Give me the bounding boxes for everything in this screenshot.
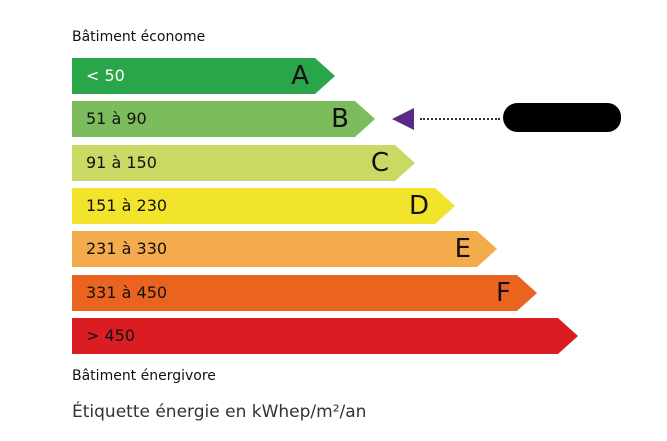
class-range: > 450 <box>86 326 136 345</box>
class-letter: E <box>454 234 471 264</box>
bar-tip <box>477 231 497 267</box>
bar-tip <box>517 275 537 311</box>
class-range: 151 à 230 <box>86 196 168 215</box>
class-range: 331 à 450 <box>86 283 168 302</box>
energy-class-bar-e: 231 à 330 E <box>72 231 497 267</box>
class-range: 231 à 330 <box>86 239 168 258</box>
bar-tip <box>315 58 335 94</box>
bar-body: 51 à 90 B <box>72 101 355 137</box>
dotted-leader-line <box>420 118 500 120</box>
energy-class-bar-f: 331 à 450 F <box>72 275 537 311</box>
bar-body: 91 à 150 C <box>72 145 395 181</box>
bar-body: 151 à 230 D <box>72 188 435 224</box>
energy-class-bar-b: 51 à 90 B <box>72 101 375 137</box>
bar-body: 231 à 330 E <box>72 231 477 267</box>
bottom-label: Bâtiment énergivore <box>72 368 216 384</box>
bar-body: < 50 A <box>72 58 315 94</box>
top-label: Bâtiment économe <box>72 29 206 45</box>
bar-body: 331 à 450 F <box>72 275 517 311</box>
bar-tip <box>435 188 455 224</box>
bar-tip <box>395 145 415 181</box>
class-letter: C <box>370 148 389 178</box>
class-letter: F <box>496 278 511 308</box>
current-rating-arrow-icon <box>392 108 414 130</box>
bar-tip <box>355 101 375 137</box>
energy-class-bar-c: 91 à 150 C <box>72 145 415 181</box>
bar-tip <box>558 318 578 354</box>
class-range: < 50 <box>86 66 125 85</box>
class-letter: A <box>291 61 309 91</box>
class-letter: D <box>408 191 429 221</box>
caption: Étiquette énergie en kWhep/m²/an <box>72 402 367 422</box>
energy-class-bar-g: > 450 <box>72 318 578 354</box>
bar-body: > 450 <box>72 318 558 354</box>
energy-class-bar-a: < 50 A <box>72 58 335 94</box>
redacted-value <box>503 103 621 132</box>
class-range: 51 à 90 <box>86 109 147 128</box>
energy-class-bar-d: 151 à 230 D <box>72 188 455 224</box>
class-letter: B <box>331 104 349 134</box>
class-range: 91 à 150 <box>86 153 157 172</box>
